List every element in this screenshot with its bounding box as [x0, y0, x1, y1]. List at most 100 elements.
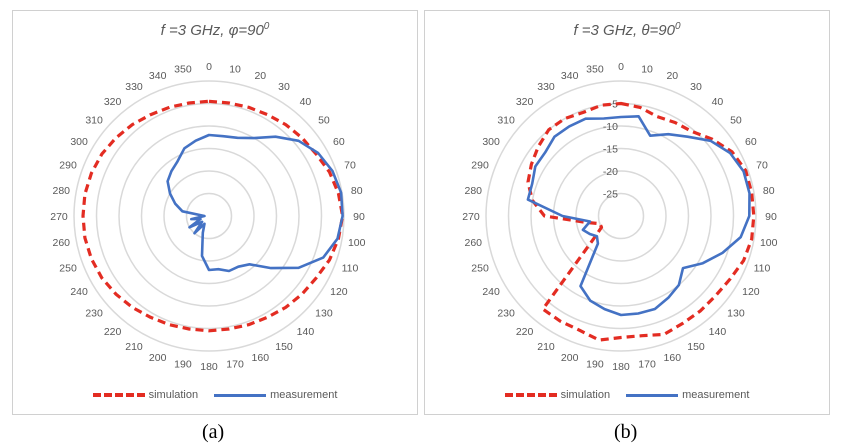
angle-tick-label: 0 [618, 61, 624, 73]
radial-tick-label: -20 [603, 166, 618, 178]
angle-tick-label: 200 [149, 352, 167, 364]
angle-tick-label: 310 [85, 115, 103, 127]
angle-tick-label: 40 [712, 96, 724, 108]
legend-item-measurement: measurement [626, 389, 749, 401]
angle-tick-label: 140 [709, 326, 727, 338]
grid-ring-4 [530, 125, 712, 307]
angle-tick-label: 110 [754, 262, 771, 274]
angle-tick-label: 20 [254, 70, 266, 82]
angle-tick-label: 70 [756, 160, 768, 172]
angle-tick-label: 80 [351, 185, 363, 197]
angle-tick-label: 0 [206, 61, 212, 73]
chart-title: f =3 GHz, θ=900 [573, 21, 681, 39]
angle-tick-label: 300 [70, 136, 88, 148]
angle-tick-label: 190 [586, 359, 604, 371]
angle-tick-label: 340 [561, 70, 579, 82]
series-line-simulation [81, 99, 345, 333]
grid-ring-5 [95, 102, 323, 330]
angle-tick-label: 60 [745, 136, 757, 148]
angle-tick-label: 30 [690, 81, 702, 93]
angle-tick-label: 10 [229, 63, 241, 75]
legend-label-simulation: simulation [148, 389, 199, 401]
grid-ring-4 [118, 125, 300, 307]
angle-tick-label: 330 [537, 81, 555, 93]
angle-tick-label: 250 [471, 262, 489, 274]
angle-tick-label: 200 [561, 352, 579, 364]
caption-a: (a) [202, 421, 225, 443]
angle-tick-label: 240 [70, 286, 88, 298]
angle-tick-label: 220 [104, 326, 122, 338]
angle-tick-label: 330 [125, 81, 143, 93]
angle-tick-label: 70 [344, 160, 356, 172]
grid-ring-2 [575, 170, 667, 262]
angle-tick-label: 180 [200, 361, 218, 373]
angle-tick-label: 40 [300, 96, 312, 108]
angle-tick-label: 210 [537, 341, 555, 353]
caption-b: (b) [614, 421, 638, 443]
angle-tick-label: 170 [638, 359, 656, 371]
angle-tick-label: 290 [471, 160, 489, 172]
angle-tick-label: 220 [516, 326, 534, 338]
radial-tick-label: -5 [609, 99, 618, 111]
angle-tick-label: 50 [318, 115, 330, 127]
grid-ring-3 [552, 147, 690, 285]
series-line-simulation [526, 101, 756, 342]
chart-legend: simulation measurement [13, 389, 417, 401]
grid-ring-6 [73, 80, 345, 352]
angle-tick-label: 100 [348, 237, 366, 249]
angle-tick-label: 60 [333, 136, 345, 148]
angle-tick-label: 320 [104, 96, 122, 108]
angle-tick-label: 120 [330, 286, 348, 298]
angle-tick-label: 50 [730, 115, 742, 127]
angle-tick-label: 30 [278, 81, 290, 93]
chart-panel-a: f =3 GHz, φ=900 0 10 20 30 40 50 60 70 80 90 100 11… [12, 10, 418, 415]
angle-tick-label: 230 [85, 307, 103, 319]
angle-tick-label: 90 [765, 211, 777, 223]
chart-panel-b: f =3 GHz, θ=900 0 10 20 30 40 50 60 70 80 90 100 11… [424, 10, 830, 415]
legend-swatch-measurement [214, 393, 267, 397]
angle-tick-label: 350 [586, 63, 604, 75]
chart-legend: simulation measurement [425, 389, 829, 401]
legend-item-simulation: simulation [92, 389, 199, 401]
angle-tick-label: 310 [497, 115, 515, 127]
angle-tick-label: 340 [149, 70, 167, 82]
angle-tick-label: 280 [53, 185, 71, 197]
angle-tick-label: 170 [226, 359, 244, 371]
angle-tick-label: 320 [516, 96, 534, 108]
legend-swatch-simulation [92, 393, 145, 397]
legend-item-simulation: simulation [504, 389, 610, 401]
legend-item-measurement: measurement [214, 389, 337, 401]
angle-tick-label: 180 [612, 361, 630, 373]
angle-tick-label: 230 [497, 307, 515, 319]
legend-label-measurement: measurement [270, 389, 338, 401]
radial-tick-label: -25 [603, 189, 618, 201]
series-line-measurement [166, 133, 344, 273]
angle-tick-label: 120 [742, 286, 760, 298]
angle-tick-label: 250 [59, 262, 77, 274]
grid-ring-3 [140, 147, 278, 285]
angle-tick-label: 140 [297, 326, 315, 338]
angle-tick-label: 260 [465, 237, 483, 249]
angle-tick-label: 270 [50, 211, 68, 223]
angle-tick-label: 210 [125, 341, 143, 353]
angle-tick-label: 160 [664, 352, 682, 364]
angle-tick-label: 20 [666, 70, 678, 82]
angle-tick-label: 130 [315, 307, 333, 319]
grid-ring-1 [185, 192, 233, 240]
legend-label-measurement: measurement [682, 389, 750, 401]
angle-tick-label: 160 [252, 352, 270, 364]
grid-ring-1 [597, 192, 645, 240]
angle-tick-label: 350 [174, 63, 192, 75]
angle-tick-label: 150 [275, 341, 293, 353]
angle-tick-label: 240 [482, 286, 500, 298]
angle-tick-label: 100 [760, 237, 778, 249]
grid-ring-5 [507, 102, 735, 330]
angle-tick-label: 150 [687, 341, 705, 353]
legend-swatch-measurement [626, 393, 679, 397]
angle-tick-label: 290 [59, 160, 77, 172]
angle-tick-label: 80 [763, 185, 775, 197]
grid-ring-6 [485, 80, 757, 352]
angle-tick-label: 190 [174, 359, 192, 371]
